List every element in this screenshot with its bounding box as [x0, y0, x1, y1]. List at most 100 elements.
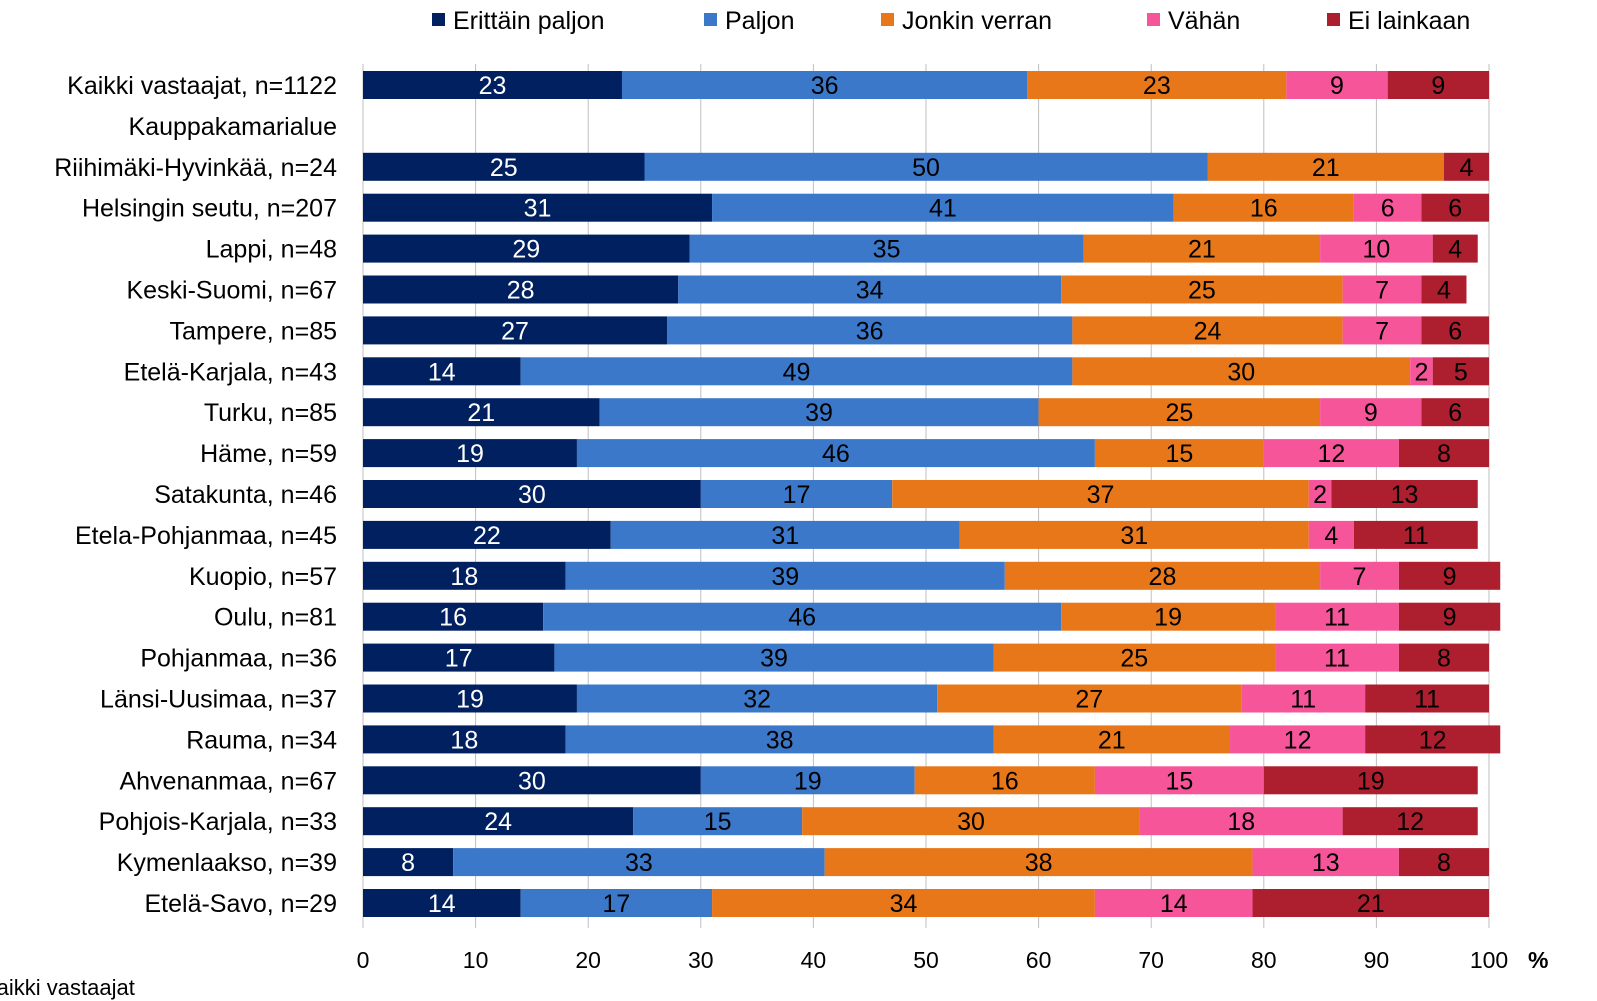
data-label: 30 — [518, 481, 546, 509]
bar-segment — [363, 152, 645, 181]
category-label: Kuopio, n=57 — [189, 563, 337, 591]
data-label: 36 — [856, 317, 884, 345]
bar-segment — [1398, 439, 1489, 468]
bar-segment — [1230, 725, 1366, 754]
bar-segment — [959, 520, 1309, 549]
data-label: 6 — [1448, 317, 1462, 345]
bar-segment — [1365, 725, 1501, 754]
bar-segment — [712, 889, 1095, 917]
bar-segment — [1308, 520, 1354, 549]
data-label: 15 — [1165, 440, 1193, 468]
bar-segment — [1365, 684, 1489, 713]
bar-segment — [1398, 602, 1501, 631]
bar-segment — [1072, 316, 1343, 345]
data-label: 22 — [473, 522, 501, 550]
data-label: 11 — [1414, 686, 1440, 714]
bar-segment — [1094, 889, 1253, 917]
x-axis-unit-label: % — [1528, 947, 1548, 973]
data-label: 25 — [1188, 277, 1216, 305]
category-label: Pohjanmaa, n=36 — [140, 645, 337, 673]
category-label: Häme, n=59 — [200, 440, 337, 468]
bar-segment — [1421, 193, 1489, 222]
bar-segment — [1061, 602, 1276, 631]
bar-segment — [1061, 275, 1343, 304]
bar-segment — [1139, 807, 1343, 836]
bar-segment — [543, 602, 1062, 631]
legend-label: Paljon — [725, 7, 795, 35]
bar-segment — [363, 602, 544, 631]
bar-segment — [1252, 848, 1399, 877]
legend-label: Erittäin paljon — [453, 7, 604, 35]
bar-segment — [1443, 152, 1489, 181]
data-label: 21 — [1312, 154, 1340, 182]
bar-segment — [1320, 561, 1399, 590]
bar-segment — [363, 275, 679, 304]
legend-swatch — [1147, 13, 1160, 26]
category-label: Tampere, n=85 — [170, 317, 337, 345]
bar-segment — [1320, 234, 1433, 263]
data-label: 19 — [1357, 767, 1385, 795]
data-label: 9 — [1330, 72, 1344, 100]
data-label: 18 — [450, 726, 478, 754]
data-label: 16 — [439, 604, 467, 632]
data-label: 17 — [445, 645, 473, 673]
data-label: 18 — [450, 563, 478, 591]
x-axis-ticks: 0 10 20 30 40 50 60 70 80 90 100 — [357, 947, 1509, 973]
category-label: Etelä-Savo, n=29 — [145, 890, 338, 918]
x-tick-label: 80 — [1251, 947, 1277, 973]
bar-segment — [914, 766, 1095, 795]
legend-label: Vähän — [1168, 7, 1240, 35]
bar-segment — [363, 357, 521, 386]
data-label: 8 — [1437, 440, 1451, 468]
category-label: Pohjois-Karjala, n=33 — [99, 808, 337, 836]
bar-segment — [1207, 152, 1444, 181]
data-label: 23 — [479, 72, 507, 100]
bar-segment — [1027, 71, 1287, 99]
data-label: 39 — [760, 645, 788, 673]
x-tick-label: 90 — [1364, 947, 1390, 973]
bar-segment — [363, 71, 622, 99]
data-label: 16 — [991, 767, 1019, 795]
data-label: 9 — [1431, 72, 1445, 100]
bar-segment — [1241, 684, 1366, 713]
bar-segment — [363, 439, 577, 468]
bar-segment — [1286, 71, 1388, 99]
data-label: 46 — [822, 440, 850, 468]
bar-segment — [1320, 398, 1422, 427]
data-label: 12 — [1419, 726, 1447, 754]
data-label: 19 — [1154, 604, 1182, 632]
data-label: 11 — [1290, 686, 1316, 714]
bar-segment — [1421, 275, 1467, 304]
bar-segment — [576, 439, 1095, 468]
data-label: 31 — [771, 522, 799, 550]
x-tick-label: 100 — [1470, 947, 1508, 973]
bar-segment — [1038, 398, 1321, 427]
bar-segment — [667, 316, 1073, 345]
bar-segment — [1263, 439, 1399, 468]
data-label: 31 — [1120, 522, 1148, 550]
bar-segment — [1275, 602, 1399, 631]
bar-segment — [1094, 766, 1264, 795]
data-label: 9 — [1443, 604, 1457, 632]
bar-segment — [689, 234, 1084, 263]
bar-segment — [1398, 561, 1501, 590]
bar-segment — [453, 848, 825, 877]
bar-segment — [824, 848, 1253, 877]
bar-segment — [565, 725, 994, 754]
bar-segment — [363, 643, 555, 672]
data-label: 25 — [490, 154, 518, 182]
data-label: 24 — [1194, 317, 1222, 345]
bar-segment — [1398, 643, 1489, 672]
data-label: 36 — [811, 72, 839, 100]
bar-segment — [1252, 889, 1489, 917]
category-label: Keski-Suomi, n=67 — [126, 277, 337, 305]
data-label: 50 — [912, 154, 940, 182]
data-label: 8 — [1437, 645, 1451, 673]
data-label: 41 — [929, 195, 957, 223]
bar-segment — [1342, 807, 1478, 836]
category-label: Länsi-Uusimaa, n=37 — [100, 686, 337, 714]
data-label: 25 — [1120, 645, 1148, 673]
data-label: 21 — [1357, 890, 1385, 918]
x-tick-label: 40 — [801, 947, 827, 973]
